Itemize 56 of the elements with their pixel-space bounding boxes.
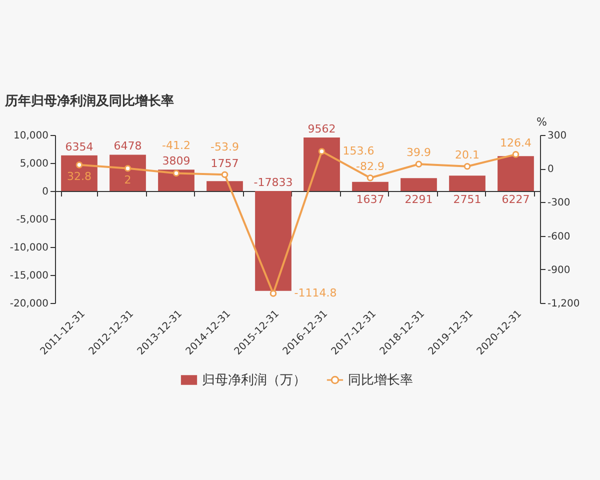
bar <box>498 156 534 191</box>
data-label: -53.9 <box>210 140 239 154</box>
y2-tick-label: 300 <box>548 130 567 142</box>
data-label: 1637 <box>356 193 384 206</box>
point <box>464 162 471 170</box>
data-label: -17833 <box>254 176 293 189</box>
point <box>124 164 132 172</box>
point <box>512 151 520 158</box>
bar <box>449 176 486 191</box>
point <box>221 171 228 178</box>
point <box>172 170 180 177</box>
chart-title: 历年归母净利润及同比增长率 <box>4 93 174 109</box>
y-tick-label: -5,000 <box>16 214 48 226</box>
bar <box>61 155 98 191</box>
y-tick-label: -20,000 <box>10 298 48 310</box>
data-label: 2 <box>124 173 132 186</box>
point <box>76 162 83 168</box>
data-label: 32.8 <box>67 170 92 183</box>
data-label: 20.1 <box>455 148 480 162</box>
data-label: -82.9 <box>356 160 384 173</box>
data-label: 39.9 <box>406 146 431 160</box>
y2-tick-label: -900 <box>548 264 570 276</box>
data-label: 126.4 <box>500 136 532 150</box>
data-label: 6354 <box>65 140 94 154</box>
y-tick-label: 10,000 <box>14 130 48 142</box>
y2-tick-label: -300 <box>548 198 570 209</box>
data-label: 153.6 <box>342 144 374 158</box>
legend-label: 归母净利润（万） <box>202 373 306 388</box>
data-label: 2291 <box>404 193 433 206</box>
bar <box>255 191 292 291</box>
data-label: -41.2 <box>162 139 190 152</box>
legend-label: 同比增长率 <box>348 372 413 388</box>
y-tick-label: 0 <box>42 186 48 198</box>
y2-axis-title: % <box>536 116 547 128</box>
bar <box>110 154 146 191</box>
bar <box>400 178 437 191</box>
point <box>415 160 422 168</box>
y-tick-label: 5,000 <box>20 158 48 170</box>
y2-tick-label: -1,200 <box>548 298 580 310</box>
data-label: 3809 <box>162 154 190 168</box>
data-label: 1757 <box>210 157 239 170</box>
data-label: 6227 <box>502 193 530 206</box>
y-tick-label: -10,000 <box>10 242 48 254</box>
bar <box>304 137 340 191</box>
data-label: 9562 <box>308 122 336 136</box>
point <box>270 290 277 297</box>
y2-tick-label: 0 <box>548 164 554 176</box>
data-label: 6478 <box>114 140 142 153</box>
bar <box>352 182 388 191</box>
bar <box>206 181 243 191</box>
point <box>318 148 326 155</box>
point <box>366 174 374 182</box>
y-tick-label: -15,000 <box>10 270 48 282</box>
y2-tick-label: -600 <box>548 231 570 242</box>
data-label: -1114.8 <box>294 286 337 300</box>
data-label: 2751 <box>453 193 482 206</box>
